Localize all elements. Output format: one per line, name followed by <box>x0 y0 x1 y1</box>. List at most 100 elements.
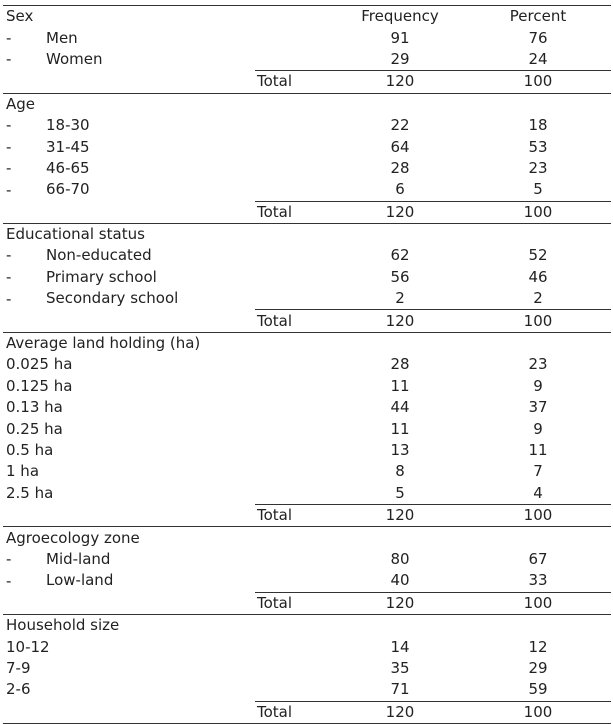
table-row: 0.125 ha 11 9 <box>3 376 611 397</box>
section-header-row: Sex Frequency Percent <box>3 5 611 28</box>
total-label: Total <box>255 200 335 224</box>
total-label: Total <box>255 700 335 724</box>
row-label: Non-educated <box>46 246 152 265</box>
percent-value: 12 <box>528 637 548 656</box>
bullet-dash: - <box>6 137 12 156</box>
frequency-column-header: Frequency <box>335 5 465 28</box>
frequency-value: 64 <box>390 137 410 156</box>
table-row: - 31-45 64 53 <box>3 136 611 157</box>
total-label: Total <box>255 503 335 528</box>
table-row: - Secondary school 2 2 <box>3 288 611 310</box>
table-row: - Low-land 40 33 <box>3 570 611 592</box>
total-label: Total <box>255 309 335 333</box>
frequency-value: 40 <box>390 571 410 590</box>
row-label: 31-45 <box>46 137 90 156</box>
bullet-dash: - <box>6 246 12 265</box>
frequency-value: 80 <box>390 549 410 568</box>
bullet-dash: - <box>6 180 12 199</box>
percent-value: 23 <box>528 355 548 374</box>
section-title: Household size <box>3 613 335 637</box>
frequency-value: 71 <box>390 680 410 699</box>
percent-value: 7 <box>533 462 543 481</box>
table-row: 2.5 ha 5 4 <box>3 483 611 505</box>
table-row: - Men 91 76 <box>3 27 611 48</box>
table-row: 0.13 ha 44 37 <box>3 397 611 418</box>
total-label: Total <box>255 591 335 615</box>
total-row: Total 120 100 <box>3 503 611 528</box>
empty-cell <box>3 201 255 224</box>
frequency-value: 14 <box>390 637 410 656</box>
row-label: 66-70 <box>46 180 90 199</box>
section-title: Sex <box>3 5 335 28</box>
total-row: Total 120 100 <box>3 70 611 94</box>
row-label: 1 ha <box>6 462 40 481</box>
row-label: 46-65 <box>46 158 90 177</box>
percent-column-header: Percent <box>465 5 611 28</box>
empty-cell <box>3 70 255 94</box>
bullet-dash: - <box>6 116 12 135</box>
row-label: 2.5 ha <box>6 483 54 502</box>
frequency-value: 91 <box>390 28 410 47</box>
table-row: 10-12 14 12 <box>3 636 611 657</box>
frequency-value: 11 <box>390 376 410 395</box>
total-row: Total 120 100 <box>3 700 611 724</box>
bullet-dash: - <box>6 158 12 177</box>
empty-cell <box>3 701 255 724</box>
empty-cell <box>335 222 465 246</box>
empty-cell <box>335 613 465 637</box>
table-row: - 18-30 22 18 <box>3 115 611 136</box>
percent-value: 46 <box>528 267 548 286</box>
total-frequency: 120 <box>335 591 465 615</box>
bullet-dash: - <box>6 50 12 69</box>
percent-value: 52 <box>528 246 548 265</box>
section-header-row: Agroecology zone <box>3 526 611 549</box>
empty-cell <box>3 592 255 615</box>
empty-cell <box>335 92 465 115</box>
empty-cell <box>3 309 255 333</box>
table-row: 0.5 ha 13 11 <box>3 440 611 461</box>
frequency-value: 56 <box>390 267 410 286</box>
row-label: Secondary school <box>46 289 179 308</box>
table-row: - Women 29 24 <box>3 49 611 71</box>
section-header-row: Household size <box>3 613 611 637</box>
total-row: Total 120 100 <box>3 309 611 333</box>
row-label: 18-30 <box>46 116 90 135</box>
section-title: Agroecology zone <box>3 526 335 549</box>
percent-value: 11 <box>528 441 548 459</box>
total-frequency: 120 <box>335 70 465 94</box>
empty-cell <box>465 92 611 115</box>
total-percent: 100 <box>465 591 611 615</box>
row-label: 10-12 <box>6 637 50 656</box>
section-header-row: Average land holding (ha) <box>3 331 611 355</box>
empty-cell <box>465 222 611 246</box>
frequency-value: 35 <box>390 658 410 677</box>
bullet-dash: - <box>6 289 12 308</box>
table-row: - 66-70 6 5 <box>3 179 611 201</box>
section-header-row: Age <box>3 92 611 115</box>
row-label: Primary school <box>46 267 157 286</box>
frequency-value: 5 <box>395 483 405 502</box>
section-title: Age <box>3 92 335 115</box>
empty-cell <box>465 526 611 549</box>
table-row: 7-9 35 29 <box>3 658 611 679</box>
section-title: Educational status <box>3 222 335 246</box>
percent-value: 76 <box>528 28 548 47</box>
percent-value: 67 <box>528 549 548 568</box>
frequency-value: 22 <box>390 116 410 135</box>
bullet-dash: - <box>6 267 12 286</box>
table-row: - Non-educated 62 52 <box>3 245 611 266</box>
total-row: Total 120 100 <box>3 200 611 224</box>
table-row: - 46-65 28 23 <box>3 158 611 179</box>
percent-value: 37 <box>528 398 548 417</box>
row-label: 0.13 ha <box>6 398 63 417</box>
row-label: Mid-land <box>46 549 111 568</box>
row-label: Low-land <box>46 571 114 590</box>
row-label: 0.25 ha <box>6 419 63 438</box>
demographics-table: Sex Frequency Percent - Men 91 76- Women 29 24 Tot… <box>3 5 611 724</box>
percent-value: 59 <box>528 680 548 699</box>
frequency-value: 11 <box>390 419 410 438</box>
percent-value: 18 <box>528 116 548 135</box>
empty-cell <box>465 613 611 637</box>
table-row: 2-6 71 59 <box>3 679 611 701</box>
total-percent: 100 <box>465 309 611 333</box>
